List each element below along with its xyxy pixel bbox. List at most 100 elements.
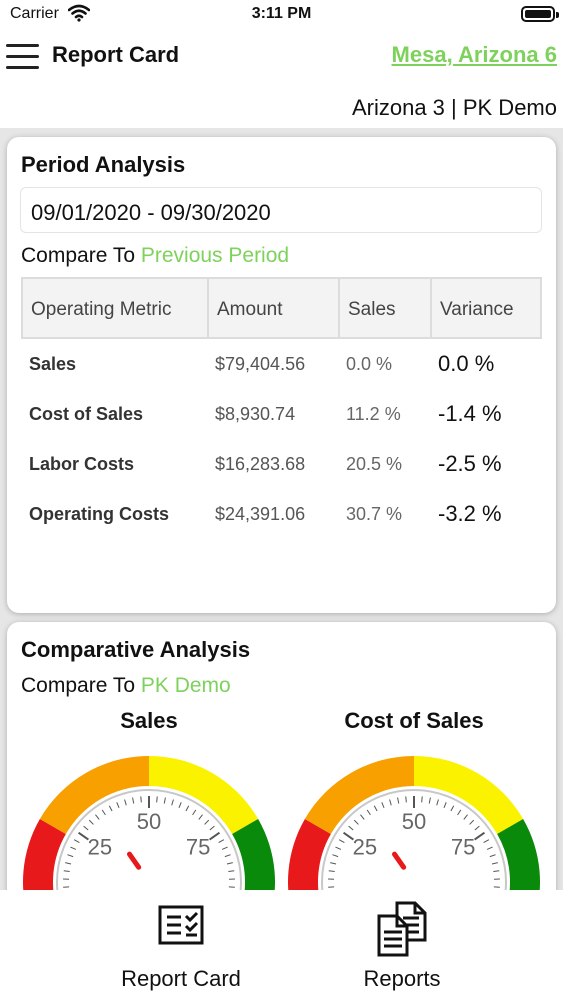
metric-name: Operating Costs: [29, 503, 170, 524]
gauge-tick: [397, 797, 400, 804]
compare-to-line: Compare To Previous Period: [21, 244, 289, 268]
wifi-icon: [68, 4, 90, 22]
gauge-face: [56, 789, 242, 922]
metric-amount: $24,391.06: [215, 503, 306, 524]
metric-sales-pct: 20.5 %: [346, 453, 403, 474]
gauge-tick: [192, 809, 197, 816]
table-header: Operating Metric Amount Sales Variance: [21, 277, 542, 339]
gauge-tick: [185, 805, 190, 812]
gauge-tick: [450, 805, 455, 812]
metric-amount: $8,930.74: [215, 403, 296, 424]
gauge-tick: [95, 814, 100, 820]
tab-bar: Report Card Reports: [0, 890, 563, 1000]
gauge-tick: [483, 839, 490, 844]
metric-sales-pct: 30.7 %: [346, 503, 403, 524]
col-header-metric[interactable]: Operating Metric: [23, 279, 209, 337]
gauge-tick: [443, 802, 447, 809]
gauge-tick: [491, 862, 498, 865]
gauge-tick: [209, 825, 215, 831]
gauge-tick: [421, 796, 423, 803]
gauge-tick: [63, 870, 70, 873]
table-row[interactable]: Labor Costs $16,283.68 20.5 % -2.5 %: [21, 439, 542, 489]
hamburger-menu-icon[interactable]: [6, 44, 39, 70]
gauge-tick: [328, 870, 335, 873]
table-row[interactable]: Sales $79,404.56 0.0 % 0.0 %: [21, 339, 542, 389]
gauge-tick: [353, 819, 359, 825]
gauge-tick-label: 50: [402, 809, 426, 834]
compare-to-label: Compare To: [21, 674, 141, 697]
gauge-tick: [83, 825, 89, 831]
gauge-tick: [77, 831, 89, 841]
gauge-tick: [73, 839, 80, 844]
table-row[interactable]: Operating Costs $24,391.06 30.7 % -3.2 %: [21, 489, 542, 539]
status-time: 3:11 PM: [251, 5, 312, 22]
gauge-tick-label: 50: [137, 809, 161, 834]
gauge-tick: [366, 809, 371, 816]
tab-label: Reports: [363, 966, 441, 991]
period-analysis-card: Period Analysis 09/01/2020 - 09/30/2020 …: [7, 137, 556, 613]
metric-sales-pct: 11.2 %: [346, 403, 401, 424]
tab-label: Report Card: [121, 966, 241, 991]
gauge-tick: [88, 819, 94, 825]
compare-store-link[interactable]: PK Demo: [140, 674, 231, 697]
gauge-tick: [198, 814, 203, 820]
gauge-tick: [463, 814, 468, 820]
gauge-tick: [209, 831, 221, 841]
tab-report-card[interactable]: Report Card: [91, 890, 271, 1000]
gauge-tick: [493, 870, 500, 873]
reports-icon: [377, 901, 427, 957]
metric-variance: -1.4 %: [438, 401, 502, 426]
gauge-tick: [178, 802, 182, 809]
gauge-face: [321, 789, 507, 922]
gauge-tick: [204, 819, 210, 825]
gauge-tick: [116, 802, 120, 809]
gauge-cost-of-sales[interactable]: 25 50 75: [288, 748, 540, 922]
gauge-title-cost-of-sales: Cost of Sales: [344, 708, 484, 733]
gauge-tick: [67, 854, 74, 858]
gauge-tick-label: 75: [451, 835, 475, 860]
col-header-amount[interactable]: Amount: [209, 279, 340, 337]
gauge-tick: [457, 809, 462, 816]
gauge-title-sales: Sales: [120, 708, 178, 733]
gauge-tick: [360, 814, 365, 820]
metric-variance: 0.0 %: [438, 351, 495, 376]
gauge-tick: [108, 805, 113, 812]
tab-reports[interactable]: Reports: [312, 890, 492, 1000]
gauge-band-orange: [39, 756, 149, 834]
gauge-tick: [474, 831, 486, 841]
gauge-tick: [163, 797, 166, 804]
gauge-tick-label: 25: [353, 835, 377, 860]
table-row[interactable]: Cost of Sales $8,930.74 11.2 % -1.4 %: [21, 389, 542, 439]
gauge-tick: [330, 862, 337, 865]
period-analysis-title: Period Analysis: [21, 152, 186, 177]
gauge-tick: [156, 796, 158, 803]
gauge-tick: [486, 846, 493, 850]
gauge-tick: [332, 854, 339, 858]
col-header-variance[interactable]: Variance: [440, 299, 514, 320]
gauge-tick: [226, 862, 233, 865]
battery-icon: [521, 6, 559, 22]
gauge-tick: [474, 825, 480, 831]
operating-metrics-table: Operating Metric Amount Sales Variance S…: [21, 277, 542, 539]
comparative-analysis-card: Comparative Analysis Compare To PK Demo …: [7, 622, 556, 922]
gauge-tick: [101, 809, 106, 816]
gauge-tick: [224, 854, 231, 858]
location-link[interactable]: Mesa, Arizona 6: [391, 42, 557, 67]
date-range-field[interactable]: 09/01/2020 - 09/30/2020: [20, 187, 542, 233]
metric-variance: -2.5 %: [438, 451, 502, 476]
gauge-tick: [342, 831, 354, 841]
carrier-label: Carrier: [10, 5, 59, 22]
compare-to-label: Compare To: [21, 244, 141, 267]
gauge-tick: [469, 819, 475, 825]
col-header-sales[interactable]: Sales: [340, 279, 432, 337]
compare-period-link[interactable]: Previous Period: [140, 244, 290, 267]
gauge-needle: [391, 851, 407, 870]
gauge-tick: [218, 839, 225, 844]
gauge-tick: [132, 797, 135, 804]
gauge-band-yellow: [414, 756, 524, 834]
gauge-tick-label: 75: [186, 835, 210, 860]
gauge-tick: [373, 805, 378, 812]
gauge-tick: [140, 796, 142, 803]
gauge-tick-label: 25: [88, 835, 112, 860]
gauge-tick: [221, 846, 228, 850]
